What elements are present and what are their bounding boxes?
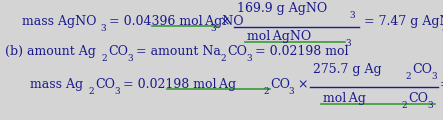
Text: 3: 3 xyxy=(114,87,120,96)
Text: ×: × xyxy=(294,78,308,91)
Text: = 0.02198 mol: = 0.02198 mol xyxy=(251,45,349,58)
Text: mass AgNO: mass AgNO xyxy=(22,15,97,28)
Text: 2: 2 xyxy=(88,87,93,96)
Text: 3: 3 xyxy=(127,54,132,63)
Text: 2: 2 xyxy=(405,72,411,81)
Text: 169.9 g AgNO: 169.9 g AgNO xyxy=(237,2,327,15)
Text: 3: 3 xyxy=(441,24,443,33)
Text: 3: 3 xyxy=(100,24,105,33)
Text: = amount Na: = amount Na xyxy=(132,45,221,58)
Text: = 6.06 g Ag: = 6.06 g Ag xyxy=(440,78,443,91)
Text: mol Ag: mol Ag xyxy=(323,92,366,105)
Text: 3: 3 xyxy=(427,101,433,110)
Text: (b) amount Ag: (b) amount Ag xyxy=(5,45,96,58)
Text: CO: CO xyxy=(108,45,128,58)
Text: CO: CO xyxy=(412,63,432,76)
Text: 275.7 g Ag: 275.7 g Ag xyxy=(313,63,381,76)
Text: mass Ag: mass Ag xyxy=(30,78,83,91)
Text: 3: 3 xyxy=(210,24,216,33)
Text: 2: 2 xyxy=(263,87,268,96)
Text: 2: 2 xyxy=(101,54,107,63)
Text: 3: 3 xyxy=(349,11,355,20)
Text: 3: 3 xyxy=(246,54,252,63)
Text: = 0.02198 mol Ag: = 0.02198 mol Ag xyxy=(119,78,236,91)
Text: CO: CO xyxy=(270,78,290,91)
Text: CO: CO xyxy=(408,92,428,105)
Text: = 7.47 g AgNO: = 7.47 g AgNO xyxy=(364,15,443,28)
Text: = 0.04396 mol AgNO: = 0.04396 mol AgNO xyxy=(105,15,244,28)
Text: CO: CO xyxy=(95,78,115,91)
Text: 3: 3 xyxy=(288,87,294,96)
Text: 3: 3 xyxy=(431,72,437,81)
Text: 2: 2 xyxy=(220,54,225,63)
Text: 2: 2 xyxy=(401,101,407,110)
Text: CO: CO xyxy=(227,45,247,58)
Text: mol AgNO: mol AgNO xyxy=(247,30,311,43)
Text: ×: × xyxy=(216,15,230,28)
Text: 3: 3 xyxy=(345,39,350,48)
